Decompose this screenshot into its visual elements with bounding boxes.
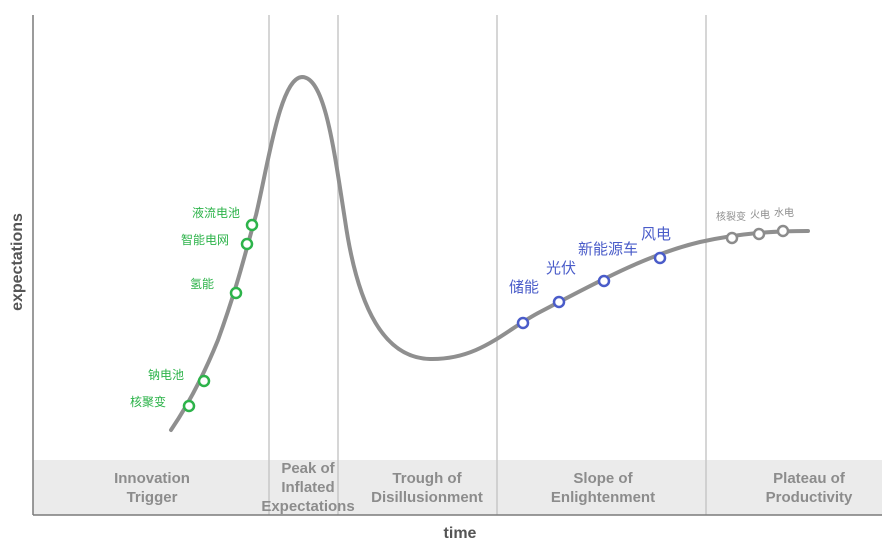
phase-label: Productivity (766, 489, 853, 506)
tech-label: 新能源车 (578, 240, 638, 258)
tech-label: 水电 (774, 206, 794, 219)
tech-label: 核裂变 (716, 210, 746, 223)
tech-marker (240, 237, 254, 251)
phase-label: Plateau of (773, 470, 846, 487)
phase-band (33, 460, 882, 515)
tech-label: 核聚变 (130, 394, 166, 409)
tech-marker (552, 295, 566, 309)
tech-marker (597, 274, 611, 288)
phase-label: Inflated (281, 479, 334, 496)
tech-label: 智能电网 (181, 232, 229, 247)
x-axis-label: time (444, 525, 477, 542)
phase-label: Trigger (127, 489, 178, 506)
tech-label: 储能 (509, 278, 539, 296)
tech-marker (197, 374, 211, 388)
tech-label: 钠电池 (148, 367, 184, 382)
phase-label: Innovation (114, 470, 190, 487)
phase-label: Trough of (392, 470, 462, 487)
tech-marker (182, 399, 196, 413)
phase-labels: Innovation Trigger Peak of Inflated Expectat… (114, 460, 853, 515)
tech-label: 火电 (750, 208, 770, 221)
phase-label: Slope of (573, 470, 633, 487)
phase-label: Peak of (281, 460, 335, 477)
hype-curve (169, 74, 810, 432)
tech-label: 液流电池 (192, 205, 240, 220)
tech-label: 氢能 (190, 276, 214, 291)
phase-dividers (268, 15, 707, 515)
y-axis-label: expectations (9, 213, 26, 311)
tech-marker (752, 227, 766, 241)
tech-label: 风电 (641, 225, 671, 243)
phase-label: Disillusionment (371, 489, 483, 506)
tech-marker (229, 286, 243, 300)
tech-marker (245, 218, 259, 232)
tech-marker (653, 251, 667, 265)
tech-label: 光伏 (546, 259, 576, 277)
phase-label: Expectations (261, 498, 354, 515)
tech-marker (516, 316, 530, 330)
tech-marker (776, 224, 790, 238)
phase-label: Enlightenment (551, 489, 655, 506)
tech-marker (725, 231, 739, 245)
